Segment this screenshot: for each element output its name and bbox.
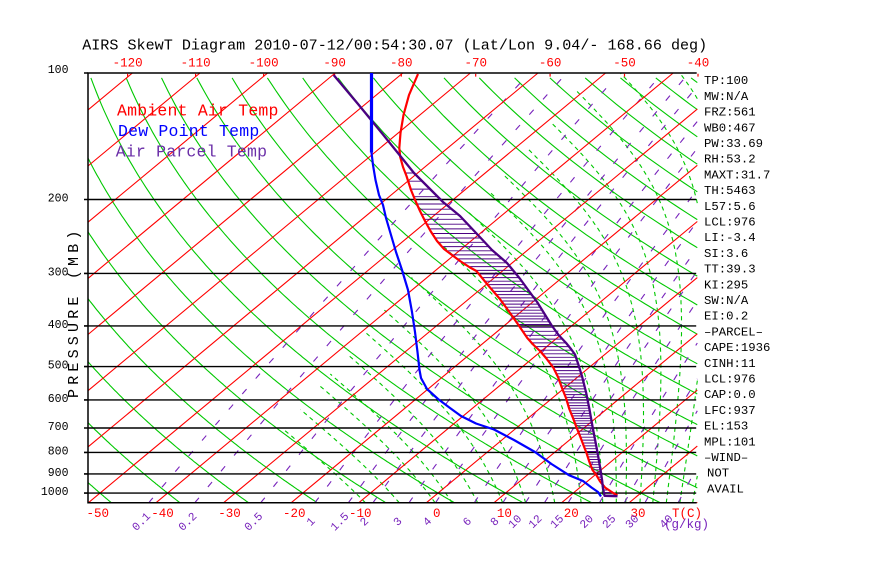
- svg-text:SW:N/A: SW:N/A: [704, 294, 749, 308]
- svg-text:800: 800: [48, 445, 69, 458]
- svg-text:LI:-3.4: LI:-3.4: [704, 231, 756, 245]
- svg-text:SI:3.6: SI:3.6: [704, 247, 748, 261]
- svg-text:KI:295: KI:295: [704, 278, 748, 292]
- svg-text:-40: -40: [151, 507, 174, 521]
- svg-text:TH:5463: TH:5463: [704, 184, 756, 198]
- svg-text:LCL:976: LCL:976: [704, 373, 756, 387]
- svg-text:(g/kg): (g/kg): [664, 518, 709, 532]
- svg-text:TP:100: TP:100: [704, 74, 748, 88]
- svg-text:PW:33.69: PW:33.69: [704, 137, 763, 151]
- svg-text:NOT: NOT: [707, 467, 729, 481]
- svg-text:LCL:976: LCL:976: [704, 216, 756, 230]
- svg-text:-90: -90: [323, 57, 346, 71]
- svg-text:L57:5.6: L57:5.6: [704, 200, 756, 214]
- svg-text:LFC:937: LFC:937: [704, 404, 756, 418]
- svg-text:900: 900: [48, 467, 69, 480]
- svg-text:-10: -10: [349, 507, 372, 521]
- svg-text:CINH:11: CINH:11: [704, 357, 756, 371]
- svg-text:-40: -40: [687, 57, 710, 71]
- svg-text:AVAIL: AVAIL: [707, 482, 744, 496]
- svg-text:-20: -20: [283, 507, 306, 521]
- svg-text:-50: -50: [86, 507, 109, 521]
- svg-text:-120: -120: [113, 57, 143, 71]
- svg-text:700: 700: [48, 421, 69, 434]
- svg-text:1000: 1000: [41, 486, 69, 499]
- svg-text:-30: -30: [218, 507, 241, 521]
- svg-text:–WIND–: –WIND–: [704, 451, 748, 465]
- svg-text:Air Parcel Temp: Air Parcel Temp: [116, 143, 268, 162]
- svg-text:10: 10: [497, 507, 512, 521]
- svg-text:500: 500: [48, 360, 69, 373]
- svg-text:Ambient Air Temp: Ambient Air Temp: [117, 102, 279, 121]
- svg-text:EI:0.2: EI:0.2: [704, 310, 748, 324]
- svg-text:CAP:0.0: CAP:0.0: [704, 388, 756, 402]
- svg-text:RH:53.2: RH:53.2: [704, 153, 756, 167]
- svg-text:20: 20: [564, 507, 579, 521]
- svg-text:Dew Point Temp: Dew Point Temp: [118, 122, 259, 141]
- svg-text:MAXT:31.7: MAXT:31.7: [704, 168, 770, 182]
- svg-text:400: 400: [48, 319, 69, 332]
- svg-text:FRZ:561: FRZ:561: [704, 106, 756, 120]
- svg-text:T(C): T(C): [672, 507, 702, 521]
- svg-text:-60: -60: [539, 57, 562, 71]
- svg-text:-110: -110: [181, 57, 211, 71]
- svg-text:MW:N/A: MW:N/A: [704, 90, 749, 104]
- svg-text:AIRS SkewT Diagram 2010-07-12/: AIRS SkewT Diagram 2010-07-12/00:54:30.0…: [82, 37, 707, 55]
- svg-text:TT:39.3: TT:39.3: [704, 263, 756, 277]
- svg-text:-100: -100: [249, 57, 279, 71]
- svg-text:200: 200: [48, 193, 69, 206]
- svg-text:PRESSURE (MB): PRESSURE (MB): [66, 226, 83, 398]
- svg-text:300: 300: [48, 266, 69, 279]
- svg-text:-50: -50: [613, 57, 636, 71]
- svg-text:–PARCEL–: –PARCEL–: [704, 325, 763, 339]
- svg-text:-70: -70: [464, 57, 487, 71]
- svg-text:30: 30: [630, 507, 645, 521]
- svg-text:600: 600: [48, 393, 69, 406]
- svg-text:100: 100: [48, 64, 69, 77]
- svg-text:0: 0: [433, 507, 441, 521]
- svg-text:-80: -80: [390, 57, 413, 71]
- svg-text:WB0:467: WB0:467: [704, 121, 756, 135]
- svg-text:CAPE:1936: CAPE:1936: [704, 341, 770, 355]
- svg-text:EL:153: EL:153: [704, 420, 748, 434]
- svg-text:MPL:101: MPL:101: [704, 435, 756, 449]
